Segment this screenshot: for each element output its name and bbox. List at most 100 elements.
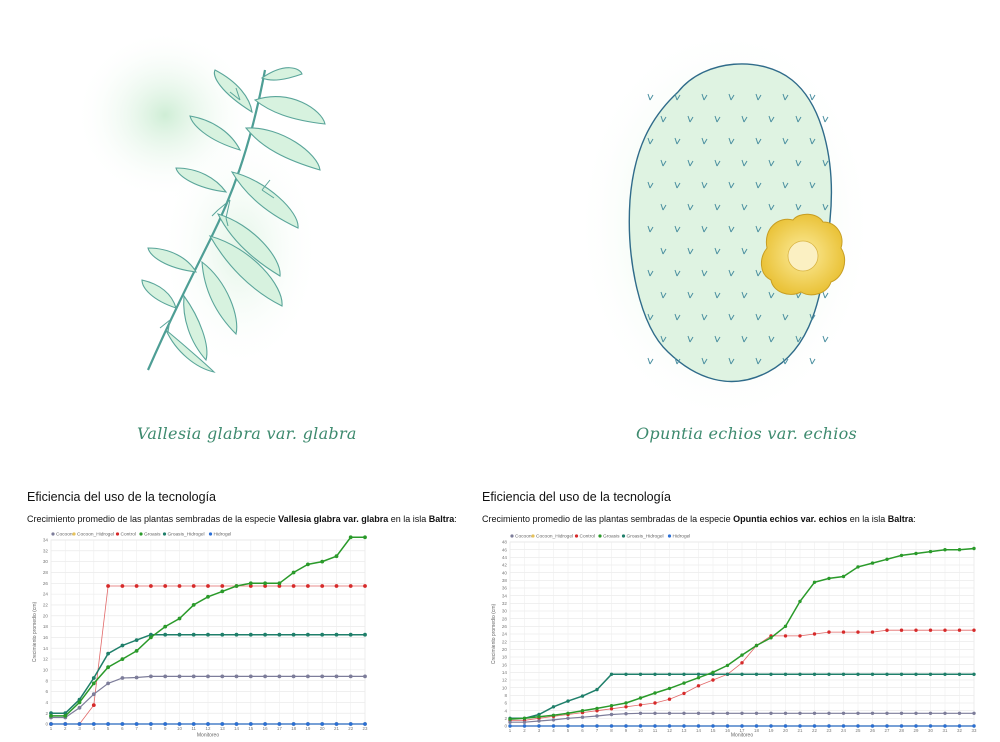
y-tick-label: 34	[502, 593, 508, 598]
data-point	[566, 699, 570, 703]
cactus-spine	[660, 115, 667, 123]
cactus-spine	[701, 357, 708, 365]
data-point	[77, 722, 82, 726]
data-point	[914, 672, 918, 676]
legend-marker	[598, 534, 602, 538]
data-point	[725, 663, 730, 668]
x-tick-label: 25	[856, 728, 861, 733]
cactus-spine	[701, 181, 708, 189]
cactus-spine	[741, 335, 748, 343]
data-point	[667, 686, 672, 691]
data-point	[899, 711, 904, 715]
cactus-spine	[741, 203, 748, 211]
x-tick-label: 7	[596, 728, 599, 733]
cactus-spine	[809, 313, 816, 321]
y-tick-label: 16	[502, 662, 508, 667]
data-point	[551, 718, 556, 722]
data-point	[769, 711, 773, 715]
x-tick-label: 14	[234, 726, 239, 731]
cactus-spine	[755, 269, 762, 277]
data-point	[348, 535, 353, 540]
cactus-spine	[728, 181, 735, 189]
subtitle-island: Baltra	[428, 514, 455, 524]
y-tick-label: 30	[502, 609, 508, 614]
data-point	[798, 724, 802, 728]
cactus-spine	[822, 291, 829, 299]
x-tick-label: 19	[305, 726, 310, 731]
data-point	[783, 672, 788, 676]
subtitle-prefix: Crecimiento promedio de las plantas semb…	[27, 514, 279, 524]
data-point	[827, 672, 831, 676]
cactus-spine	[714, 203, 721, 211]
data-point	[783, 624, 788, 628]
x-tick-label: 27	[885, 728, 890, 733]
data-point	[624, 701, 628, 705]
cactus-spine	[782, 93, 789, 101]
data-point	[580, 715, 585, 719]
cactus-spine	[674, 357, 681, 365]
cactus-spine	[809, 137, 816, 145]
data-point	[320, 722, 325, 726]
data-point	[798, 599, 802, 604]
y-tick-label: 24	[502, 632, 508, 637]
series-groasis-hidrogel	[49, 632, 367, 716]
data-point	[899, 553, 904, 558]
data-point	[696, 672, 701, 676]
subtitle-island: Baltra	[887, 514, 914, 524]
data-point	[248, 722, 253, 726]
data-point	[191, 632, 196, 637]
cactus-spine	[674, 225, 681, 233]
data-point	[277, 632, 282, 637]
x-tick-label: 19	[769, 728, 774, 733]
data-point	[537, 719, 541, 723]
data-point	[363, 674, 367, 679]
data-point	[870, 711, 875, 715]
data-point	[783, 634, 788, 638]
data-point	[149, 635, 153, 640]
data-point	[595, 687, 599, 692]
data-point	[696, 676, 701, 680]
data-point	[106, 722, 110, 726]
subtitle-middle: en la isla	[847, 514, 888, 524]
data-point	[609, 724, 614, 728]
data-point	[914, 551, 918, 556]
legend-entry: Groasis_Hidrogel	[168, 532, 205, 538]
data-point	[667, 724, 672, 728]
data-point	[537, 724, 541, 728]
legend-marker	[208, 532, 213, 536]
data-point	[363, 535, 367, 540]
data-point	[957, 724, 962, 728]
x-tick-label: 13	[682, 728, 687, 733]
data-point	[812, 672, 817, 676]
x-tick-label: 9	[164, 726, 167, 731]
data-point	[220, 632, 225, 637]
data-point	[798, 634, 802, 638]
data-point	[754, 724, 759, 728]
data-point	[49, 711, 53, 716]
legend-entry: Hidrogel	[214, 532, 232, 538]
data-point	[856, 565, 860, 569]
x-tick-label: 8	[610, 728, 613, 733]
cactus-spine	[647, 357, 654, 365]
data-point	[163, 674, 168, 679]
data-point	[653, 711, 657, 715]
data-point	[106, 665, 110, 670]
series-groasis	[508, 546, 976, 721]
data-point	[885, 711, 889, 715]
x-axis-label: Monitoreo	[197, 733, 219, 739]
data-point	[220, 674, 225, 679]
x-tick-label: 23	[363, 726, 368, 731]
legend-marker	[621, 534, 626, 538]
cactus-spine	[822, 115, 829, 123]
subtitle-middle: en la isla	[388, 514, 429, 524]
data-point	[812, 580, 817, 584]
x-tick-label: 20	[320, 726, 325, 731]
data-point	[206, 584, 210, 588]
cactus-spine	[701, 313, 708, 321]
data-point	[566, 716, 570, 720]
data-point	[740, 724, 744, 728]
x-tick-label: 2	[523, 728, 526, 733]
data-point	[943, 724, 947, 728]
cactus-spine	[741, 115, 748, 123]
